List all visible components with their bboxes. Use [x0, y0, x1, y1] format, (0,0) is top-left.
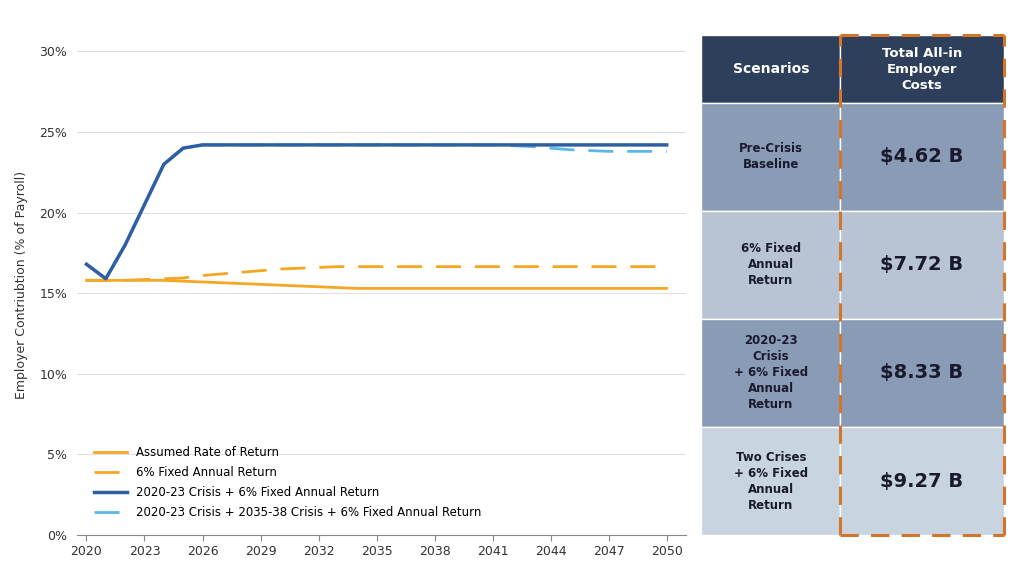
Text: Two Crises
+ 6% Fixed
Annual
Return: Two Crises + 6% Fixed Annual Return	[734, 450, 808, 512]
Text: $9.27 B: $9.27 B	[881, 472, 964, 490]
Text: 2020-23
Crisis
+ 6% Fixed
Annual
Return: 2020-23 Crisis + 6% Fixed Annual Return	[734, 335, 808, 412]
Text: Pre-Crisis
Baseline: Pre-Crisis Baseline	[739, 142, 803, 171]
Text: $8.33 B: $8.33 B	[881, 363, 964, 382]
Bar	[841, 211, 1004, 319]
Y-axis label: Employer Contriubtion (% of Payroll): Employer Contriubtion (% of Payroll)	[15, 171, 28, 399]
Bar	[701, 103, 841, 211]
Bar	[841, 319, 1004, 427]
Text: 6% Fixed
Annual
Return: 6% Fixed Annual Return	[740, 242, 801, 288]
Bar	[841, 103, 1004, 211]
Text: $4.62 B: $4.62 B	[881, 147, 964, 166]
Bar	[841, 35, 1004, 103]
Bar	[701, 319, 841, 427]
Bar	[701, 427, 841, 535]
Bar	[701, 35, 841, 103]
Text: Scenarios: Scenarios	[732, 62, 809, 76]
Bar	[701, 211, 841, 319]
Text: $7.72 B: $7.72 B	[881, 255, 964, 275]
Legend: Assumed Rate of Return, 6% Fixed Annual Return, 2020-23 Crisis + 6% Fixed Annual: Assumed Rate of Return, 6% Fixed Annual …	[89, 442, 486, 524]
Bar	[841, 427, 1004, 535]
Text: Total All-in
Employer
Costs: Total All-in Employer Costs	[882, 46, 963, 92]
